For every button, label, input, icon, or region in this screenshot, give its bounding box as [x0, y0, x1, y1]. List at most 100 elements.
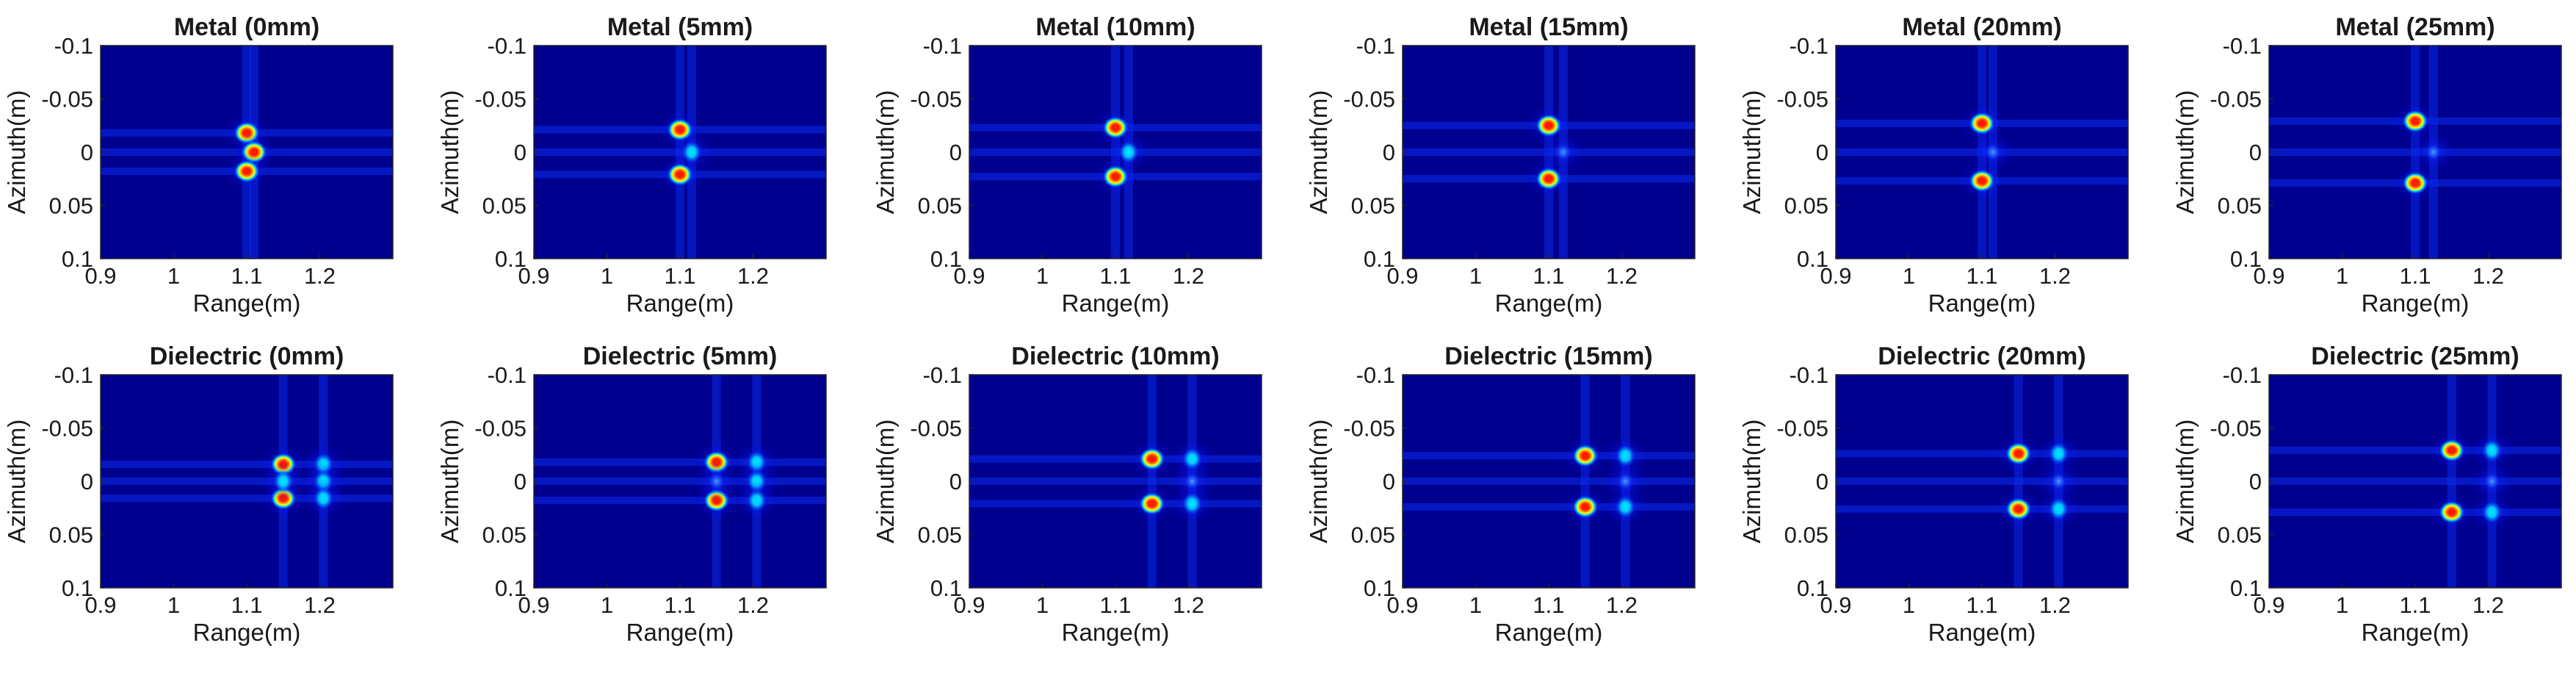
x-tick-label: 1: [167, 263, 180, 289]
y-tick-label: -0.1: [488, 362, 527, 388]
plot-title: Metal (5mm): [607, 13, 753, 41]
x-tick-label: 1.1: [231, 263, 262, 289]
x-tick-label: 0.9: [953, 263, 985, 289]
x-tick-label: 1.1: [2399, 592, 2431, 618]
y-tick-label: -0.1: [2223, 33, 2262, 59]
y-tick-label: 0: [1383, 469, 1395, 495]
x-tick-label: 1: [1036, 592, 1049, 618]
heatmap-panel: Dielectric (0mm) 0.9 1 1.1 1.2 -0.1 -0.05 0 0.05…: [3, 342, 394, 646]
hotspot-layer: [534, 46, 826, 259]
plot-title: Metal (20mm): [1902, 13, 2061, 41]
range-sidelobe: [1403, 478, 1695, 485]
y-tick-label: 0.05: [1351, 522, 1395, 548]
x-tick-label: 1.1: [1533, 263, 1564, 289]
y-tick-label: 0.05: [918, 522, 962, 548]
range-sidelobe: [1836, 505, 2128, 513]
hotspot-point: [1103, 165, 1128, 188]
heatmap-panel: Metal (25mm) 0.9 1 1.1 1.2 -0.1 -0.05 0 0.05 0.1 R…: [2171, 13, 2562, 317]
x-tick-label: 1: [1469, 592, 1482, 618]
y-axis-label: Azimuth(m): [2171, 420, 2199, 544]
y-tick-label: 0.05: [49, 193, 93, 219]
y-axis-label: Azimuth(m): [3, 420, 30, 544]
x-tick-label: 0.9: [2253, 592, 2284, 618]
y-tick-label: 0: [514, 469, 527, 495]
x-tick-label: 0.9: [2253, 263, 2284, 289]
x-axis-label: Range(m): [1062, 619, 1170, 646]
y-axis-label: Azimuth(m): [436, 420, 463, 544]
y-tick-label: 0.05: [49, 522, 93, 548]
y-axis-label: Azimuth(m): [872, 90, 899, 215]
range-sidelobe: [534, 497, 826, 505]
x-tick-label: 1.2: [737, 263, 769, 289]
y-tick-label: 0.1: [495, 246, 527, 272]
y-tick-label: -0.1: [488, 33, 527, 59]
hotspot-point: [1536, 114, 1561, 137]
x-axis-label: Range(m): [1495, 290, 1603, 317]
hotspot-point: [2482, 439, 2502, 461]
heatmap-panel: Metal (15mm) 0.9 1 1.1 1.2 -0.1 -0.05 0 0.05 0.1 R…: [1305, 13, 1696, 317]
hotspot-layer: [101, 46, 393, 259]
y-tick-label: -0.05: [2210, 416, 2262, 442]
y-tick-label: 0.1: [62, 246, 93, 272]
x-tick-label: 1.2: [737, 592, 769, 618]
hotspot-layer: [969, 375, 1262, 588]
hotspot-layer: [2269, 46, 2561, 259]
heatmap-panel: Metal (5mm) 0.9 1 1.1 1.2 -0.1 -0.05 0 0.05 0.1 Ra…: [436, 13, 827, 317]
plot-title: Dielectric (20mm): [1878, 342, 2085, 370]
y-tick-label: 0.05: [1351, 193, 1395, 219]
x-tick-label: 1: [1469, 263, 1482, 289]
y-tick-label: 0: [514, 140, 527, 165]
y-tick-label: 0.05: [482, 193, 527, 219]
x-tick-label: 1.2: [2039, 263, 2071, 289]
y-tick-label: 0.1: [930, 246, 962, 272]
range-sidelobe: [969, 500, 1262, 508]
range-sidelobe: [534, 458, 826, 466]
x-tick-label: 0.9: [84, 263, 116, 289]
hotspot-point: [1617, 472, 1634, 490]
y-tick-label: 0.1: [495, 575, 527, 601]
y-tick-label: 0: [1816, 140, 1828, 165]
y-tick-label: 0.1: [1364, 246, 1395, 272]
hotspot-point: [1984, 143, 2001, 161]
y-tick-label: -0.1: [923, 362, 962, 388]
y-axis-label: Azimuth(m): [2171, 90, 2199, 215]
y-tick-label: 0: [1816, 469, 1828, 495]
y-tick-label: 0: [949, 469, 962, 495]
y-tick-label: -0.05: [41, 87, 93, 112]
y-tick-label: 0: [2249, 140, 2262, 165]
x-tick-label: 1.2: [1173, 263, 1204, 289]
y-tick-label: 0.1: [1797, 575, 1828, 601]
hotspot-point: [1103, 116, 1128, 139]
y-tick-label: -0.05: [41, 416, 93, 442]
y-tick-label: 0: [81, 469, 93, 495]
hotspot-point: [1182, 492, 1202, 515]
heatmap-panel: Dielectric (10mm) 0.9 1 1.1 1.2 -0.1 -0.05 0 0.0…: [872, 342, 1262, 646]
y-axis-label: Azimuth(m): [1305, 420, 1332, 544]
y-tick-label: 0.1: [62, 575, 93, 601]
hotspot-point: [1118, 141, 1138, 163]
y-tick-label: 0.1: [2230, 575, 2262, 601]
y-tick-label: 0.05: [2218, 193, 2262, 219]
plot-title: Dielectric (25mm): [2311, 342, 2519, 370]
y-tick-label: -0.1: [1790, 362, 1828, 388]
y-tick-label: 0: [1383, 140, 1395, 165]
y-tick-label: -0.05: [910, 87, 962, 112]
hotspot-point: [2439, 439, 2464, 461]
x-tick-label: 1.2: [2039, 592, 2071, 618]
y-axis-label: Azimuth(m): [3, 90, 30, 215]
y-tick-label: -0.1: [54, 33, 93, 59]
y-tick-label: 0.1: [1797, 246, 1828, 272]
x-tick-label: 1: [1903, 592, 1915, 618]
x-tick-label: 1.1: [664, 263, 695, 289]
x-tick-label: 1.2: [2472, 263, 2504, 289]
y-tick-label: 0: [949, 140, 962, 165]
range-sidelobe: [101, 460, 393, 468]
y-tick-label: -0.05: [474, 416, 527, 442]
plot-title: Dielectric (0mm): [150, 342, 344, 370]
hotspot-point: [708, 472, 725, 490]
x-tick-label: 1: [2336, 263, 2348, 289]
x-axis-label: Range(m): [193, 290, 301, 317]
y-axis-label: Azimuth(m): [436, 90, 463, 215]
y-axis-label: Azimuth(m): [1738, 90, 1765, 215]
